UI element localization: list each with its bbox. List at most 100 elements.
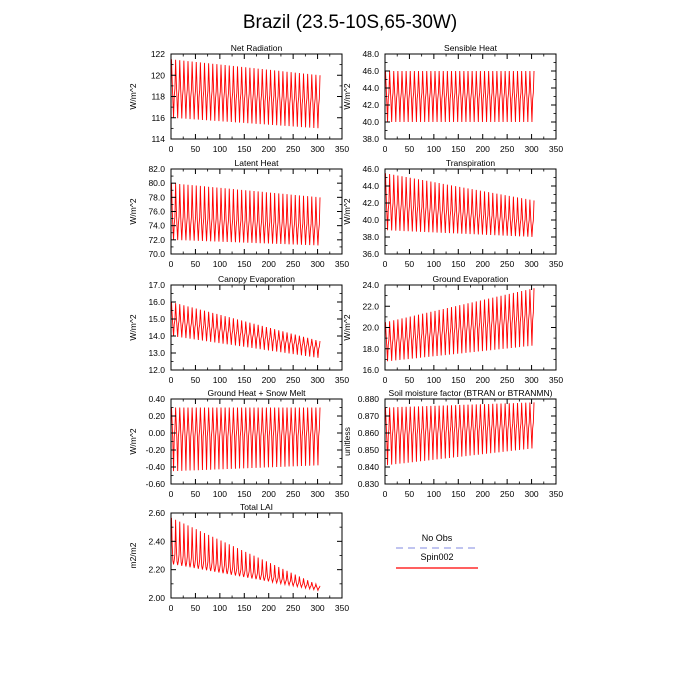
y-tick-label: 0.830 — [358, 479, 380, 489]
legend: No Obs Spin002 — [396, 533, 478, 569]
y-tick-label: 70.0 — [148, 249, 165, 259]
x-tick-label: 200 — [476, 489, 490, 499]
x-tick-label: 0 — [169, 603, 174, 613]
x-tick-label: 150 — [237, 603, 251, 613]
x-tick-label: 50 — [405, 375, 415, 385]
y-tick-label: 17.0 — [148, 280, 165, 290]
y-axis-label: W/m^2 — [342, 314, 352, 340]
x-tick-label: 100 — [213, 144, 227, 154]
x-tick-label: 0 — [169, 259, 174, 269]
series-line — [171, 301, 321, 358]
series-line — [171, 59, 321, 129]
legend-label: No Obs — [422, 533, 453, 543]
panel-1: 0 50 100 150 200 250 300 350 114 116 118 120 122 Net … — [128, 43, 349, 154]
x-tick-label: 0 — [169, 489, 174, 499]
y-tick-label: 42.0 — [362, 198, 379, 208]
x-tick-label: 250 — [286, 144, 300, 154]
y-tick-label: 42.0 — [362, 100, 379, 110]
x-tick-label: 150 — [451, 489, 465, 499]
x-tick-label: 350 — [335, 144, 349, 154]
y-tick-label: 16.0 — [362, 365, 379, 375]
y-tick-label: 40.0 — [362, 215, 379, 225]
y-axis-label: W/m^2 — [342, 83, 352, 109]
y-tick-label: 13.0 — [148, 348, 165, 358]
x-tick-label: 0 — [383, 144, 388, 154]
y-tick-label: 80.0 — [148, 178, 165, 188]
panel-9: 0 50 100 150 200 250 300 350 2.00 2.20 2.40 2.60 Tot… — [128, 502, 349, 613]
y-tick-label: 24.0 — [362, 280, 379, 290]
y-tick-label: 46.0 — [362, 164, 379, 174]
x-tick-label: 50 — [191, 144, 201, 154]
x-tick-label: 100 — [213, 489, 227, 499]
panel-title: Ground Heat + Snow Melt — [207, 388, 306, 398]
x-tick-label: 150 — [237, 489, 251, 499]
y-tick-label: 18.0 — [362, 344, 379, 354]
y-tick-label: 2.20 — [148, 565, 165, 575]
x-tick-label: 200 — [262, 489, 276, 499]
x-tick-label: 0 — [383, 259, 388, 269]
panel-7: 0 50 100 150 200 250 300 350 -0.60 -0.40 -0.20 0.00… — [128, 388, 349, 499]
y-tick-label: 116 — [151, 113, 165, 123]
x-tick-label: 250 — [500, 259, 514, 269]
x-tick-label: 200 — [476, 144, 490, 154]
x-tick-label: 250 — [286, 259, 300, 269]
x-tick-label: 300 — [524, 489, 538, 499]
x-tick-label: 250 — [286, 489, 300, 499]
y-tick-label: -0.20 — [146, 445, 166, 455]
y-tick-label: 20.0 — [362, 323, 379, 333]
series-line — [385, 173, 535, 237]
y-tick-label: 12.0 — [148, 365, 165, 375]
series-line — [171, 183, 321, 246]
x-tick-label: 100 — [213, 375, 227, 385]
panel-title: Net Radiation — [231, 43, 283, 53]
y-tick-label: 114 — [151, 134, 165, 144]
panel-title: Latent Heat — [235, 158, 280, 168]
x-tick-label: 0 — [169, 375, 174, 385]
y-tick-label: 78.0 — [148, 192, 165, 202]
x-tick-label: 300 — [524, 375, 538, 385]
x-tick-label: 200 — [476, 375, 490, 385]
y-tick-label: 82.0 — [148, 164, 165, 174]
panel-title: Sensible Heat — [444, 43, 498, 53]
x-tick-label: 150 — [451, 259, 465, 269]
panel-8: 0 50 100 150 200 250 300 350 0.830 0.840 0.850 0.86… — [342, 388, 563, 499]
x-tick-label: 350 — [335, 259, 349, 269]
x-tick-label: 150 — [237, 375, 251, 385]
y-tick-label: 0.860 — [358, 428, 380, 438]
series-line — [171, 407, 321, 472]
x-tick-label: 300 — [310, 375, 324, 385]
y-tick-label: 44.0 — [362, 181, 379, 191]
y-tick-label: 38.0 — [362, 134, 379, 144]
x-tick-label: 100 — [213, 603, 227, 613]
y-axis-label: W/m^2 — [128, 428, 138, 454]
panel-title: Transpiration — [446, 158, 496, 168]
x-tick-label: 250 — [500, 375, 514, 385]
x-tick-label: 100 — [213, 259, 227, 269]
x-tick-label: 100 — [427, 375, 441, 385]
y-tick-label: 120 — [151, 70, 165, 80]
y-tick-label: 36.0 — [362, 249, 379, 259]
x-tick-label: 250 — [286, 603, 300, 613]
y-axis-label: W/m^2 — [128, 314, 138, 340]
panel-title: Ground Evaporation — [432, 274, 508, 284]
y-tick-label: 72.0 — [148, 235, 165, 245]
series-line — [385, 70, 535, 123]
x-tick-label: 350 — [549, 259, 563, 269]
x-tick-label: 150 — [237, 259, 251, 269]
x-tick-label: 350 — [549, 489, 563, 499]
plot-frame — [170, 284, 343, 371]
panel-4: 0 50 100 150 200 250 300 350 36.0 38.0 40.0 42.0 44.… — [342, 158, 563, 269]
x-tick-label: 150 — [451, 144, 465, 154]
legend-label: Spin002 — [420, 552, 453, 562]
panel-title: Soil moisture factor (BTRAN or BTRANMN) — [389, 388, 553, 398]
x-tick-label: 300 — [310, 259, 324, 269]
x-tick-label: 350 — [549, 144, 563, 154]
y-tick-label: 38.0 — [362, 232, 379, 242]
x-tick-label: 50 — [191, 259, 201, 269]
y-tick-label: 2.00 — [148, 593, 165, 603]
panel-3: 0 50 100 150 200 250 300 350 70.0 72.0 74.0 76.0 78.… — [128, 158, 349, 269]
y-tick-label: 44.0 — [362, 83, 379, 93]
x-tick-label: 100 — [427, 144, 441, 154]
x-tick-label: 350 — [335, 375, 349, 385]
